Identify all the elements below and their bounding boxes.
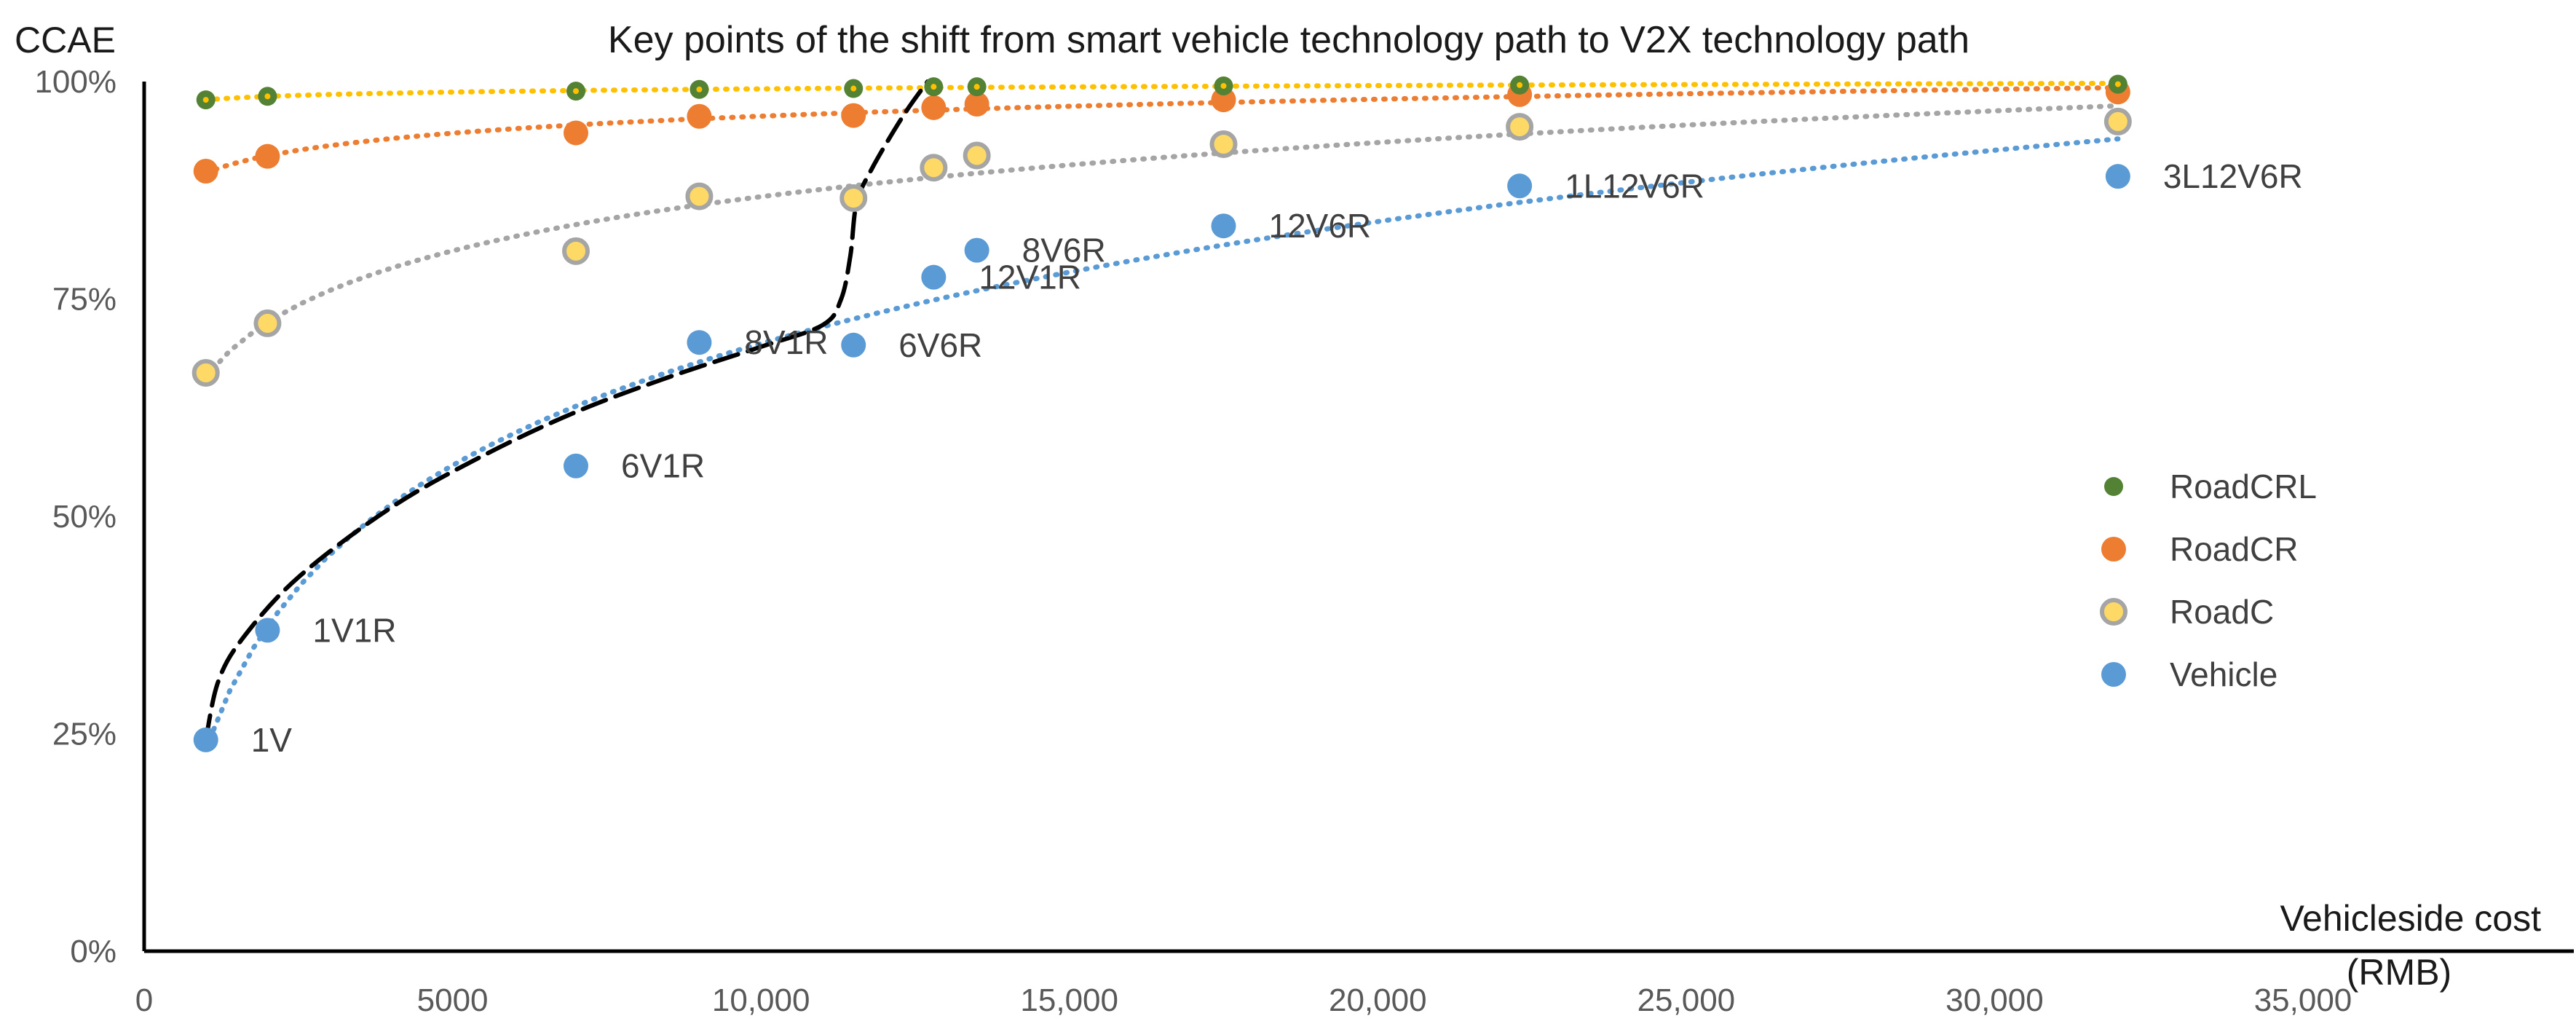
- legend: RoadCRL RoadCR RoadC Vehicle: [2100, 468, 2317, 693]
- y-tick-label: 0%: [70, 934, 116, 969]
- trendline-roadcr: [203, 84, 2121, 176]
- point-vehicle: [1507, 173, 1533, 199]
- point-vehicle: [2105, 164, 2130, 189]
- point-vehicle: [841, 332, 866, 358]
- x-tick-label: 15,000: [1020, 982, 1118, 1018]
- point-label: 8V1R: [744, 323, 828, 361]
- point-roadcr: [193, 158, 218, 184]
- trendline-vehicle: [203, 136, 2121, 752]
- point-roadcr: [841, 103, 866, 128]
- x-tick-label: 30,000: [1945, 982, 2044, 1018]
- x-tick-label: 25,000: [1637, 982, 1736, 1018]
- trendline-roadc: [203, 103, 2121, 379]
- point-roadc: [920, 154, 948, 182]
- point-label: 1L12V6R: [1565, 167, 1704, 205]
- legend-item-roadcrl: RoadCRL: [2104, 468, 2317, 505]
- trendlines: [203, 81, 2121, 752]
- x-tick-label: 10,000: [712, 982, 810, 1018]
- point-label: 8V6R: [1022, 232, 1106, 269]
- point-label: 6V6R: [898, 326, 982, 364]
- y-tick-labels: 0% 25% 50% 75% 100%: [34, 64, 116, 969]
- y-tick-label: 50%: [52, 499, 116, 535]
- point-roadcr: [1211, 87, 1236, 113]
- point-roadcrl: [1510, 75, 1530, 95]
- point-vehicle: [964, 237, 989, 263]
- legend-item-roadc: RoadC: [2100, 593, 2274, 631]
- legend-label: Vehicle: [2170, 655, 2277, 693]
- point-roadc: [1506, 113, 1534, 141]
- legend-item-vehicle: Vehicle: [2101, 655, 2277, 693]
- point-roadcrl: [2108, 74, 2127, 94]
- point-label: 1V1R: [312, 611, 396, 649]
- x-tick-label: 35,000: [2254, 982, 2352, 1018]
- point-label: 3L12V6R: [2163, 157, 2303, 195]
- x-axis-label-line1: Vehicleside cost: [2280, 898, 2541, 939]
- point-label: 6V1R: [621, 447, 705, 485]
- x-tick-label: 0: [135, 982, 153, 1018]
- x-axis-label-line2: (RMB): [2347, 952, 2451, 993]
- point-roadc: [1209, 130, 1238, 158]
- point-roadcr: [255, 143, 280, 169]
- point-roadc: [685, 182, 714, 210]
- point-roadc: [2103, 107, 2132, 135]
- point-roadcrl: [196, 90, 216, 110]
- point-roadcrl: [690, 79, 709, 99]
- x-tick-labels: 0 5000 10,000 15,000 20,000 25,000 30,000 35,00…: [135, 982, 2352, 1018]
- point-vehicle: [564, 453, 588, 478]
- point-roadc: [839, 184, 868, 212]
- y-tick-label: 100%: [34, 64, 116, 100]
- point-roadcr: [964, 92, 989, 117]
- point-label: 1V: [251, 721, 293, 759]
- point-roadcrl: [967, 77, 987, 97]
- y-axis-label: CCAE: [15, 20, 116, 60]
- y-tick-label: 75%: [52, 282, 116, 318]
- x-tick-label: 20,000: [1329, 982, 1427, 1018]
- y-tick-label: 25%: [52, 717, 116, 752]
- point-label: 12V6R: [1269, 207, 1372, 245]
- point-roadcr: [564, 120, 588, 146]
- point-vehicle: [193, 727, 218, 752]
- legend-label: RoadC: [2170, 593, 2274, 631]
- data-points: [191, 74, 2132, 752]
- point-roadc: [191, 358, 220, 387]
- point-roadcrl: [258, 87, 277, 106]
- point-vehicle: [1211, 213, 1236, 239]
- point-roadcr: [687, 103, 712, 129]
- point-roadcrl: [844, 79, 864, 98]
- legend-label: RoadCR: [2170, 530, 2298, 568]
- point-roadc: [253, 309, 282, 337]
- point-roadc: [963, 141, 991, 170]
- trendline-roadcrl: [203, 81, 2121, 103]
- legend-label: RoadCRL: [2170, 468, 2317, 505]
- point-roadcr: [921, 95, 947, 120]
- point-roadcrl: [924, 77, 944, 97]
- point-label: 12V1R: [979, 259, 1081, 296]
- legend-item-roadcr: RoadCR: [2101, 530, 2298, 568]
- point-vehicle: [687, 330, 712, 355]
- point-vehicle: [255, 618, 280, 643]
- point-roadcrl: [566, 82, 585, 101]
- x-tick-label: 5000: [417, 982, 489, 1018]
- point-roadcrl: [1214, 76, 1233, 95]
- point-vehicle: [921, 264, 947, 290]
- point-roadc: [562, 237, 590, 265]
- chart-title: Key points of the shift from smart vehic…: [608, 19, 1969, 61]
